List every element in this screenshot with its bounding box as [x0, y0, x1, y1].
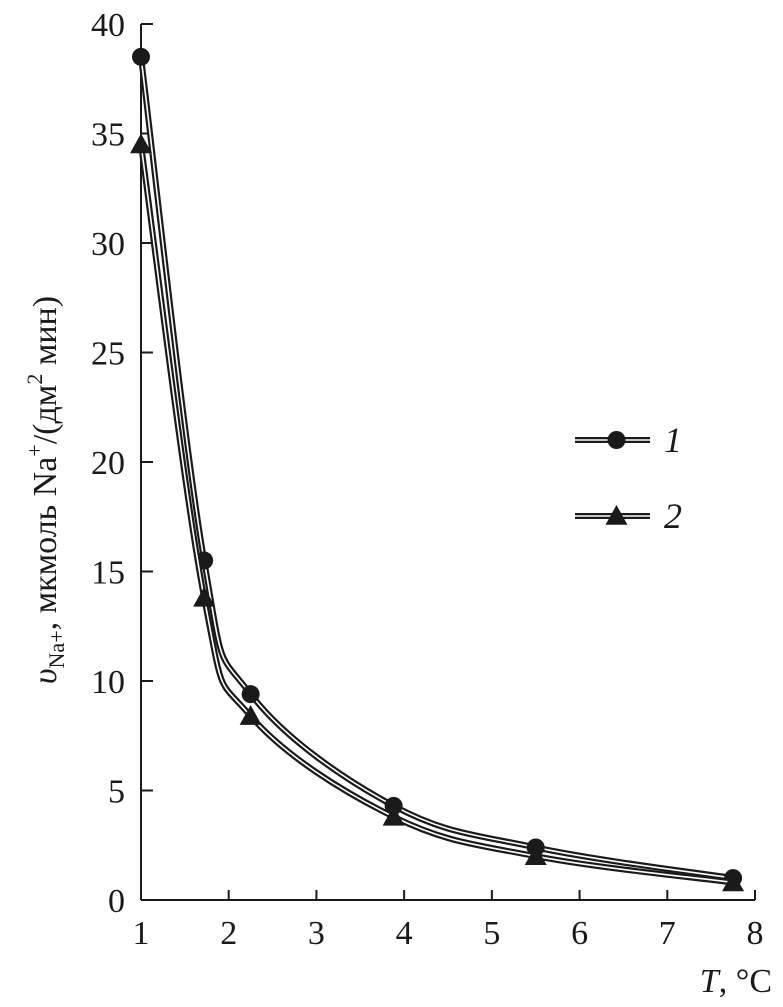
- data-point: [132, 47, 150, 66]
- data-point: [722, 871, 745, 892]
- data-point: [239, 705, 262, 725]
- legend-item-2: 2: [575, 496, 682, 536]
- y-tick-label: 5: [108, 774, 125, 811]
- data-point: [524, 845, 547, 865]
- y-axis-title: υNa+, мкмоль Na+/(дм2 мин): [22, 296, 69, 684]
- y-tick-label: 20: [91, 445, 125, 482]
- x-tick-label: 4: [396, 915, 413, 952]
- series-line: [138, 56, 734, 882]
- legend-marker: [605, 505, 628, 525]
- x-tick-label: 6: [571, 915, 588, 952]
- legend-label: 2: [664, 496, 682, 536]
- legend-marker: [607, 431, 626, 449]
- y-tick-label: 25: [91, 336, 125, 373]
- y-tick-label: 35: [91, 117, 125, 154]
- legend-item-1: 1: [575, 420, 682, 460]
- y-ticks: 0 5 10 15 20 25 30 35 40: [91, 7, 153, 920]
- y-tick-label: 10: [91, 664, 125, 701]
- y-tick-label: 15: [91, 555, 125, 592]
- x-ticks: 1 2 3 4 5 6 7 8: [133, 890, 764, 952]
- series-layer: [130, 47, 745, 892]
- axes: [140, 24, 755, 901]
- series-line-inner: [140, 56, 734, 879]
- data-point: [193, 586, 216, 607]
- x-tick-label: 3: [308, 915, 325, 952]
- x-tick-label: 8: [747, 915, 764, 952]
- series-1: [132, 47, 743, 888]
- legend-label: 1: [664, 420, 682, 460]
- data-point: [382, 805, 405, 826]
- series-line-inner: [140, 144, 734, 884]
- y-tick-label: 40: [91, 7, 125, 44]
- series-2: [130, 133, 745, 892]
- x-axis-title: T, °C: [700, 963, 772, 1000]
- y-tick-label: 0: [108, 883, 125, 920]
- legend: 12: [575, 420, 682, 536]
- data-point: [241, 685, 260, 704]
- x-tick-label: 5: [483, 915, 500, 952]
- x-tick-label: 7: [659, 915, 676, 952]
- x-tick-label: 1: [133, 915, 150, 952]
- y-tick-label: 30: [91, 226, 125, 263]
- x-tick-label: 2: [220, 915, 237, 952]
- data-point: [130, 133, 152, 154]
